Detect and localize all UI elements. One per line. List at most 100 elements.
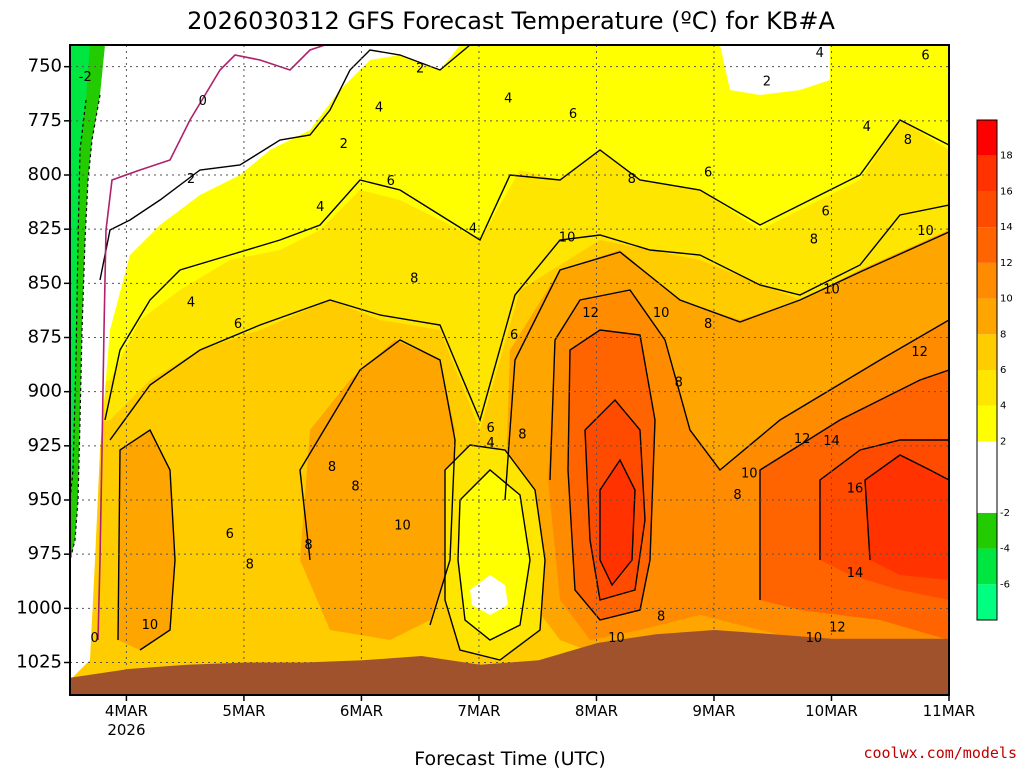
contour-label-18: 6 xyxy=(704,165,712,180)
colorbar-bin-8 xyxy=(977,298,997,335)
temp-band-neg6-neg4 xyxy=(70,45,90,500)
y-tick-label-925: 925 xyxy=(28,435,62,456)
plot-frame xyxy=(69,44,950,696)
contour-label-0: -2 xyxy=(79,70,92,85)
colorbar-bin-4 xyxy=(977,370,997,406)
x-tick-label-11MAR: 11MAR xyxy=(923,702,976,720)
y-tick-label-825: 825 xyxy=(28,218,62,239)
colorbar-bin-2 xyxy=(977,405,997,442)
contour-label-44: 8 xyxy=(304,538,312,553)
contour-label-7: 4 xyxy=(816,46,824,61)
contour-label-2: 2 xyxy=(416,61,424,76)
contour-label-8: 2 xyxy=(763,74,771,89)
credit-link[interactable]: coolwx.com/models xyxy=(863,744,1017,762)
contour-label-31: 8 xyxy=(675,376,683,391)
contour-line-8b xyxy=(504,231,949,501)
contour-line-16b xyxy=(864,454,949,561)
contour-label-40: 16 xyxy=(847,482,864,497)
colorbar-label-18: 18 xyxy=(1000,151,1013,162)
colorbar-label-14: 14 xyxy=(1000,222,1013,233)
colorbar-label-10: 10 xyxy=(1000,294,1013,305)
contour-label-27: 8 xyxy=(704,317,712,332)
contour-label-36: 14 xyxy=(823,434,840,449)
temp-band-8-10-left xyxy=(118,430,175,650)
contour-line-16 xyxy=(599,458,636,587)
x-tick-sublabel-4MAR: 2026 xyxy=(107,721,145,739)
contour-label-1: 0 xyxy=(199,94,207,109)
colorbar-label-2: 2 xyxy=(1000,436,1006,447)
contour-label-49: 8 xyxy=(657,610,665,625)
contour-label-23: 8 xyxy=(410,272,418,287)
contour-label-29: 12 xyxy=(911,345,928,360)
contour-label-39: 10 xyxy=(741,467,758,482)
temp-band-neg2-2-top xyxy=(720,45,830,95)
colorbar-label--2: -2 xyxy=(1000,508,1010,519)
contour-label-21: 10 xyxy=(917,224,934,239)
x-tick-label-8MAR: 8MAR xyxy=(575,702,618,720)
y-tick-label-1025: 1025 xyxy=(16,652,62,673)
x-tick-label-5MAR: 5MAR xyxy=(222,702,265,720)
terrain-layer xyxy=(70,630,949,695)
colorbar-bin-14 xyxy=(977,191,997,228)
contour-label-35: 12 xyxy=(794,432,811,447)
temp-band-cool-pocket xyxy=(470,575,508,615)
contour-label-28: 10 xyxy=(823,282,840,297)
contour-label-52: 10 xyxy=(806,631,823,646)
contour-lines xyxy=(99,45,949,661)
y-tick-label-850: 850 xyxy=(28,272,62,293)
contour-line-6-tongue xyxy=(444,444,546,661)
contour-label-33: 4 xyxy=(487,436,495,451)
contour-label-11: 8 xyxy=(904,133,912,148)
colorbar-bin--6 xyxy=(977,548,997,585)
contour-label-34: 8 xyxy=(518,428,526,443)
contour-label-38: 8 xyxy=(351,480,359,495)
colorbar-bin-12 xyxy=(977,227,997,263)
colorbar-bin--2 xyxy=(977,441,997,513)
contour-label-41: 8 xyxy=(733,488,741,503)
y-tick-label-975: 975 xyxy=(28,543,62,564)
colorbar-bin-6 xyxy=(977,334,997,370)
contour-lines-negative xyxy=(70,94,101,561)
temp-band-neg2-2 xyxy=(70,45,460,680)
temp-band-16-18 xyxy=(600,460,635,585)
contour-label-20: 8 xyxy=(810,233,818,248)
contour-label-9: 6 xyxy=(921,48,929,63)
y-tick-label-1000: 1000 xyxy=(16,597,62,618)
colorbar-label-8: 8 xyxy=(1000,329,1006,340)
colorbar-label-6: 6 xyxy=(1000,365,1006,376)
temp-band-8-10-center xyxy=(300,340,455,640)
contour-label-24: 10 xyxy=(559,230,576,245)
colorbar-bin--4 xyxy=(977,512,997,549)
contour-label-3: 2 xyxy=(187,172,195,187)
contour-label-25: 12 xyxy=(582,306,599,321)
colorbar-bin-16 xyxy=(977,155,997,192)
contour-line-neg2 xyxy=(70,94,101,561)
contour-label-48: 0 xyxy=(91,631,99,646)
contour-label-4: 2 xyxy=(340,137,348,152)
contour-label-51: 12 xyxy=(829,620,846,635)
colorbar-bin-10 xyxy=(977,262,997,299)
y-tick-label-875: 875 xyxy=(28,327,62,348)
contour-label-43: 8 xyxy=(246,558,254,573)
contour-label-45: 10 xyxy=(394,519,411,534)
x-tick-label-4MAR: 4MAR xyxy=(105,702,148,720)
colorbar-label-12: 12 xyxy=(1000,258,1013,269)
x-axis-label: Forecast Time (UTC) xyxy=(414,748,605,768)
colorbar-bin--8 xyxy=(977,584,997,620)
contour-line-10 xyxy=(549,289,949,481)
contour-label-26: 10 xyxy=(653,306,670,321)
axes-layer: 750775800825850875900925950975100010254M… xyxy=(16,44,976,739)
colorbar-layer: -6 -4 -2 2 4 6 8 10 12 14 16 18 xyxy=(976,119,1013,621)
contour-line-neg4 xyxy=(70,99,87,501)
y-tick-label-775: 775 xyxy=(28,110,62,131)
contour-label-14: 6 xyxy=(387,174,395,189)
contour-line-6 xyxy=(109,204,949,441)
x-tick-label-7MAR: 7MAR xyxy=(457,702,500,720)
plot-area xyxy=(70,45,949,695)
contour-label-42: 6 xyxy=(226,527,234,542)
contour-label-15: 4 xyxy=(469,222,477,237)
contour-label-16: 6 xyxy=(569,107,577,122)
contour-label-6: 4 xyxy=(504,92,512,107)
y-tick-label-950: 950 xyxy=(28,489,62,510)
